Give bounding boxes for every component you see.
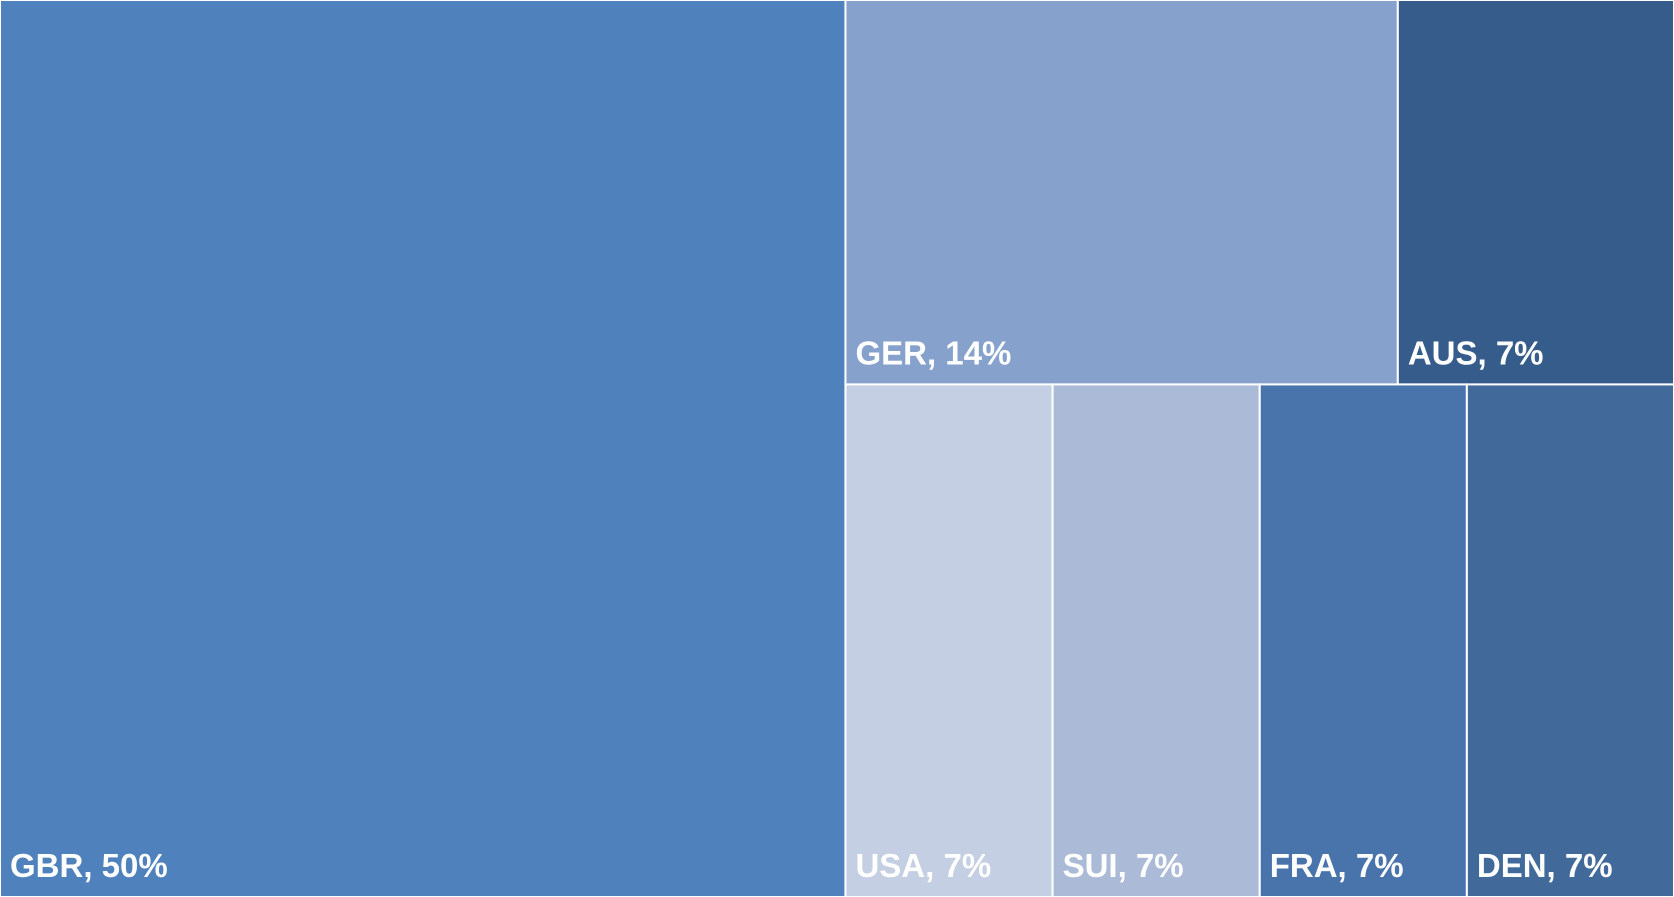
tile-label: USA, 7%	[855, 847, 991, 884]
tile-label: GBR, 50%	[10, 847, 168, 884]
tile	[844, 383, 1054, 897]
tile-label: SUI, 7%	[1063, 847, 1184, 884]
tile	[1396, 0, 1674, 386]
tile-label: GER, 14%	[855, 334, 1011, 371]
tile	[1258, 383, 1468, 897]
tile	[1465, 383, 1674, 897]
tile	[0, 0, 847, 897]
tile-label: FRA, 7%	[1270, 847, 1404, 884]
tile-label: DEN, 7%	[1477, 847, 1613, 884]
tile	[844, 0, 1399, 386]
tile	[1051, 383, 1261, 897]
tile-label: AUS, 7%	[1408, 334, 1544, 371]
